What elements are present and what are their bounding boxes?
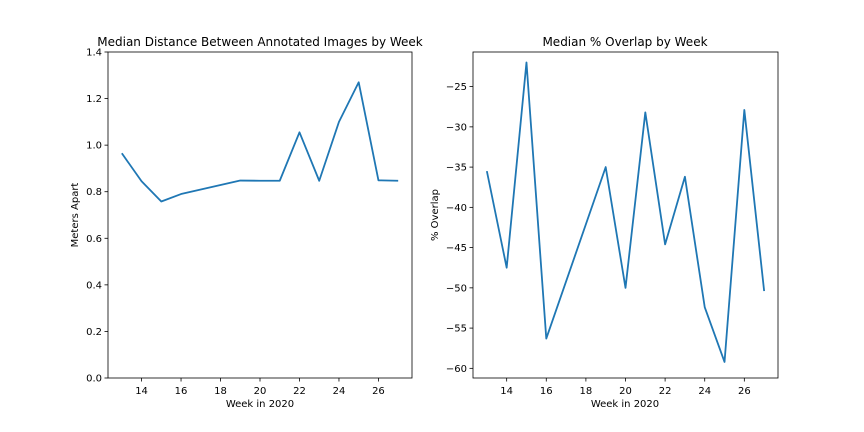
- left-chart-y-tick-label: 1.2: [86, 94, 102, 105]
- left-chart-y-tick-label: 0.4: [86, 280, 102, 291]
- left-chart-x-tick-label: 24: [333, 386, 346, 397]
- right-chart-x-tick-label: 22: [659, 386, 672, 397]
- right-chart-ticks: 14 16 18 20 22 24 26 −25 −30 −35 −40 −45 −50 −55 −60: [446, 82, 751, 397]
- left-chart-x-tick-label: 20: [254, 386, 267, 397]
- right-chart-x-tick-label: 18: [580, 386, 593, 397]
- right-chart-x-tick-label: 20: [619, 386, 632, 397]
- left-chart-y-tick-label: 0.2: [86, 327, 102, 338]
- right-chart-y-tick-label: −45: [446, 243, 467, 254]
- left-chart-y-tick-label: 0.8: [86, 187, 102, 198]
- left-chart-y-tick-label: 1.0: [86, 141, 102, 152]
- left-chart-ylabel: Meters Apart: [70, 183, 81, 248]
- left-chart-title: Median Distance Between Annotated Images…: [97, 35, 423, 49]
- right-chart-y-tick-label: −55: [446, 324, 467, 335]
- left-chart-xlabel: Week in 2020: [226, 399, 294, 410]
- left-chart-series: [121, 81, 399, 203]
- left-chart-x-tick-label: 16: [175, 386, 188, 397]
- right-chart-x-tick-label: 24: [698, 386, 711, 397]
- right-chart-series: [485, 61, 766, 363]
- right-chart-ylabel: % Overlap: [430, 189, 441, 241]
- right-chart: Median % Overlap by Week Week in 2020 % …: [430, 35, 779, 410]
- left-chart-ticks: 14 16 18 20 22 24 26 0.0 0.2 0.4 0.6 0.8 1.0 1.2 1.4: [86, 48, 385, 398]
- left-chart-x-tick-label: 22: [293, 386, 306, 397]
- left-chart-y-tick-label: 1.4: [86, 48, 102, 59]
- left-chart-y-tick-label: 0.0: [86, 374, 102, 385]
- right-chart-title: Median % Overlap by Week: [542, 35, 707, 49]
- right-chart-xlabel: Week in 2020: [591, 399, 659, 410]
- right-chart-y-tick-label: −30: [446, 122, 467, 133]
- right-chart-y-tick-label: −25: [446, 82, 467, 93]
- right-chart-y-tick-label: −40: [446, 203, 467, 214]
- right-chart-y-tick-label: −60: [446, 364, 467, 375]
- right-chart-x-tick-label: 14: [500, 386, 513, 397]
- left-chart-x-tick-label: 26: [372, 386, 385, 397]
- left-chart-y-tick-label: 0.6: [86, 234, 102, 245]
- right-chart-x-tick-label: 26: [738, 386, 751, 397]
- right-chart-series-line: [485, 61, 766, 363]
- left-chart-axes-frame: [107, 51, 413, 379]
- left-chart-series-line: [121, 81, 399, 203]
- right-chart-y-tick-label: −35: [446, 163, 467, 174]
- left-chart-x-tick-label: 14: [135, 386, 148, 397]
- left-chart: Median Distance Between Annotated Images…: [70, 35, 423, 410]
- left-chart-x-tick-label: 18: [214, 386, 227, 397]
- right-chart-axes-frame: [472, 51, 779, 379]
- right-chart-x-tick-label: 16: [540, 386, 553, 397]
- right-chart-y-tick-label: −50: [446, 283, 467, 294]
